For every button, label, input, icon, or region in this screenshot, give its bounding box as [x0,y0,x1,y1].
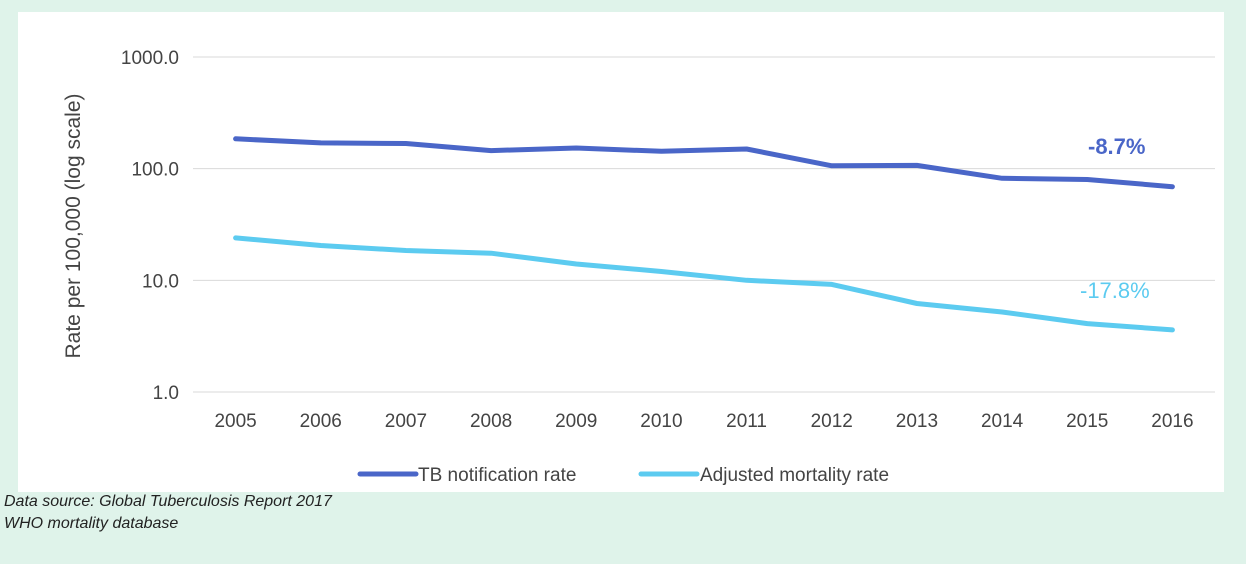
series-line-adjusted-mortality-rate [233,235,1175,333]
x-tick-label: 2015 [1066,411,1108,432]
x-tick-label: 2008 [470,411,512,432]
y-tick-label: 1.0 [153,383,179,404]
x-tick-label: 2014 [981,411,1024,432]
series-group [233,136,1175,333]
chart-panel: 1.0 10.0 100.0 1000.0 2005 2006 2007 2008 2009 2… [18,12,1224,492]
x-axis: 2005 2006 2007 2008 2009 2010 2011 2012 2013 2014… [214,411,1193,432]
source-line-2: WHO mortality database [4,515,179,532]
legend: TB notification rate Adjusted mortality r… [357,465,889,486]
x-tick-label: 2009 [555,411,597,432]
legend-label: TB notification rate [418,465,576,486]
y-tick-label: 100.0 [131,160,179,181]
x-tick-label: 2012 [811,411,853,432]
x-tick-label: 2010 [640,411,682,432]
annotation-tb-change: -8.7% [1088,134,1145,159]
x-tick-label: 2005 [214,411,256,432]
y-axis-label: Rate per 100,000 (log scale) [62,94,85,359]
gridlines [193,56,1215,393]
x-tick-label: 2006 [300,411,342,432]
series-line-tb-notification-rate [233,136,1175,190]
annotations: -8.7% -17.8% [1080,134,1150,303]
x-tick-label: 2007 [385,411,427,432]
source-line-1: Data source: Global Tuberculosis Report … [4,493,332,510]
y-tick-label: 1000.0 [121,48,179,69]
legend-label: Adjusted mortality rate [700,465,889,486]
x-tick-label: 2011 [726,411,767,432]
x-tick-label: 2016 [1151,411,1193,432]
x-tick-label: 2013 [896,411,938,432]
annotation-mortality-change: -17.8% [1080,278,1150,303]
y-tick-label: 10.0 [142,271,179,292]
y-axis: 1.0 10.0 100.0 1000.0 [121,48,179,404]
